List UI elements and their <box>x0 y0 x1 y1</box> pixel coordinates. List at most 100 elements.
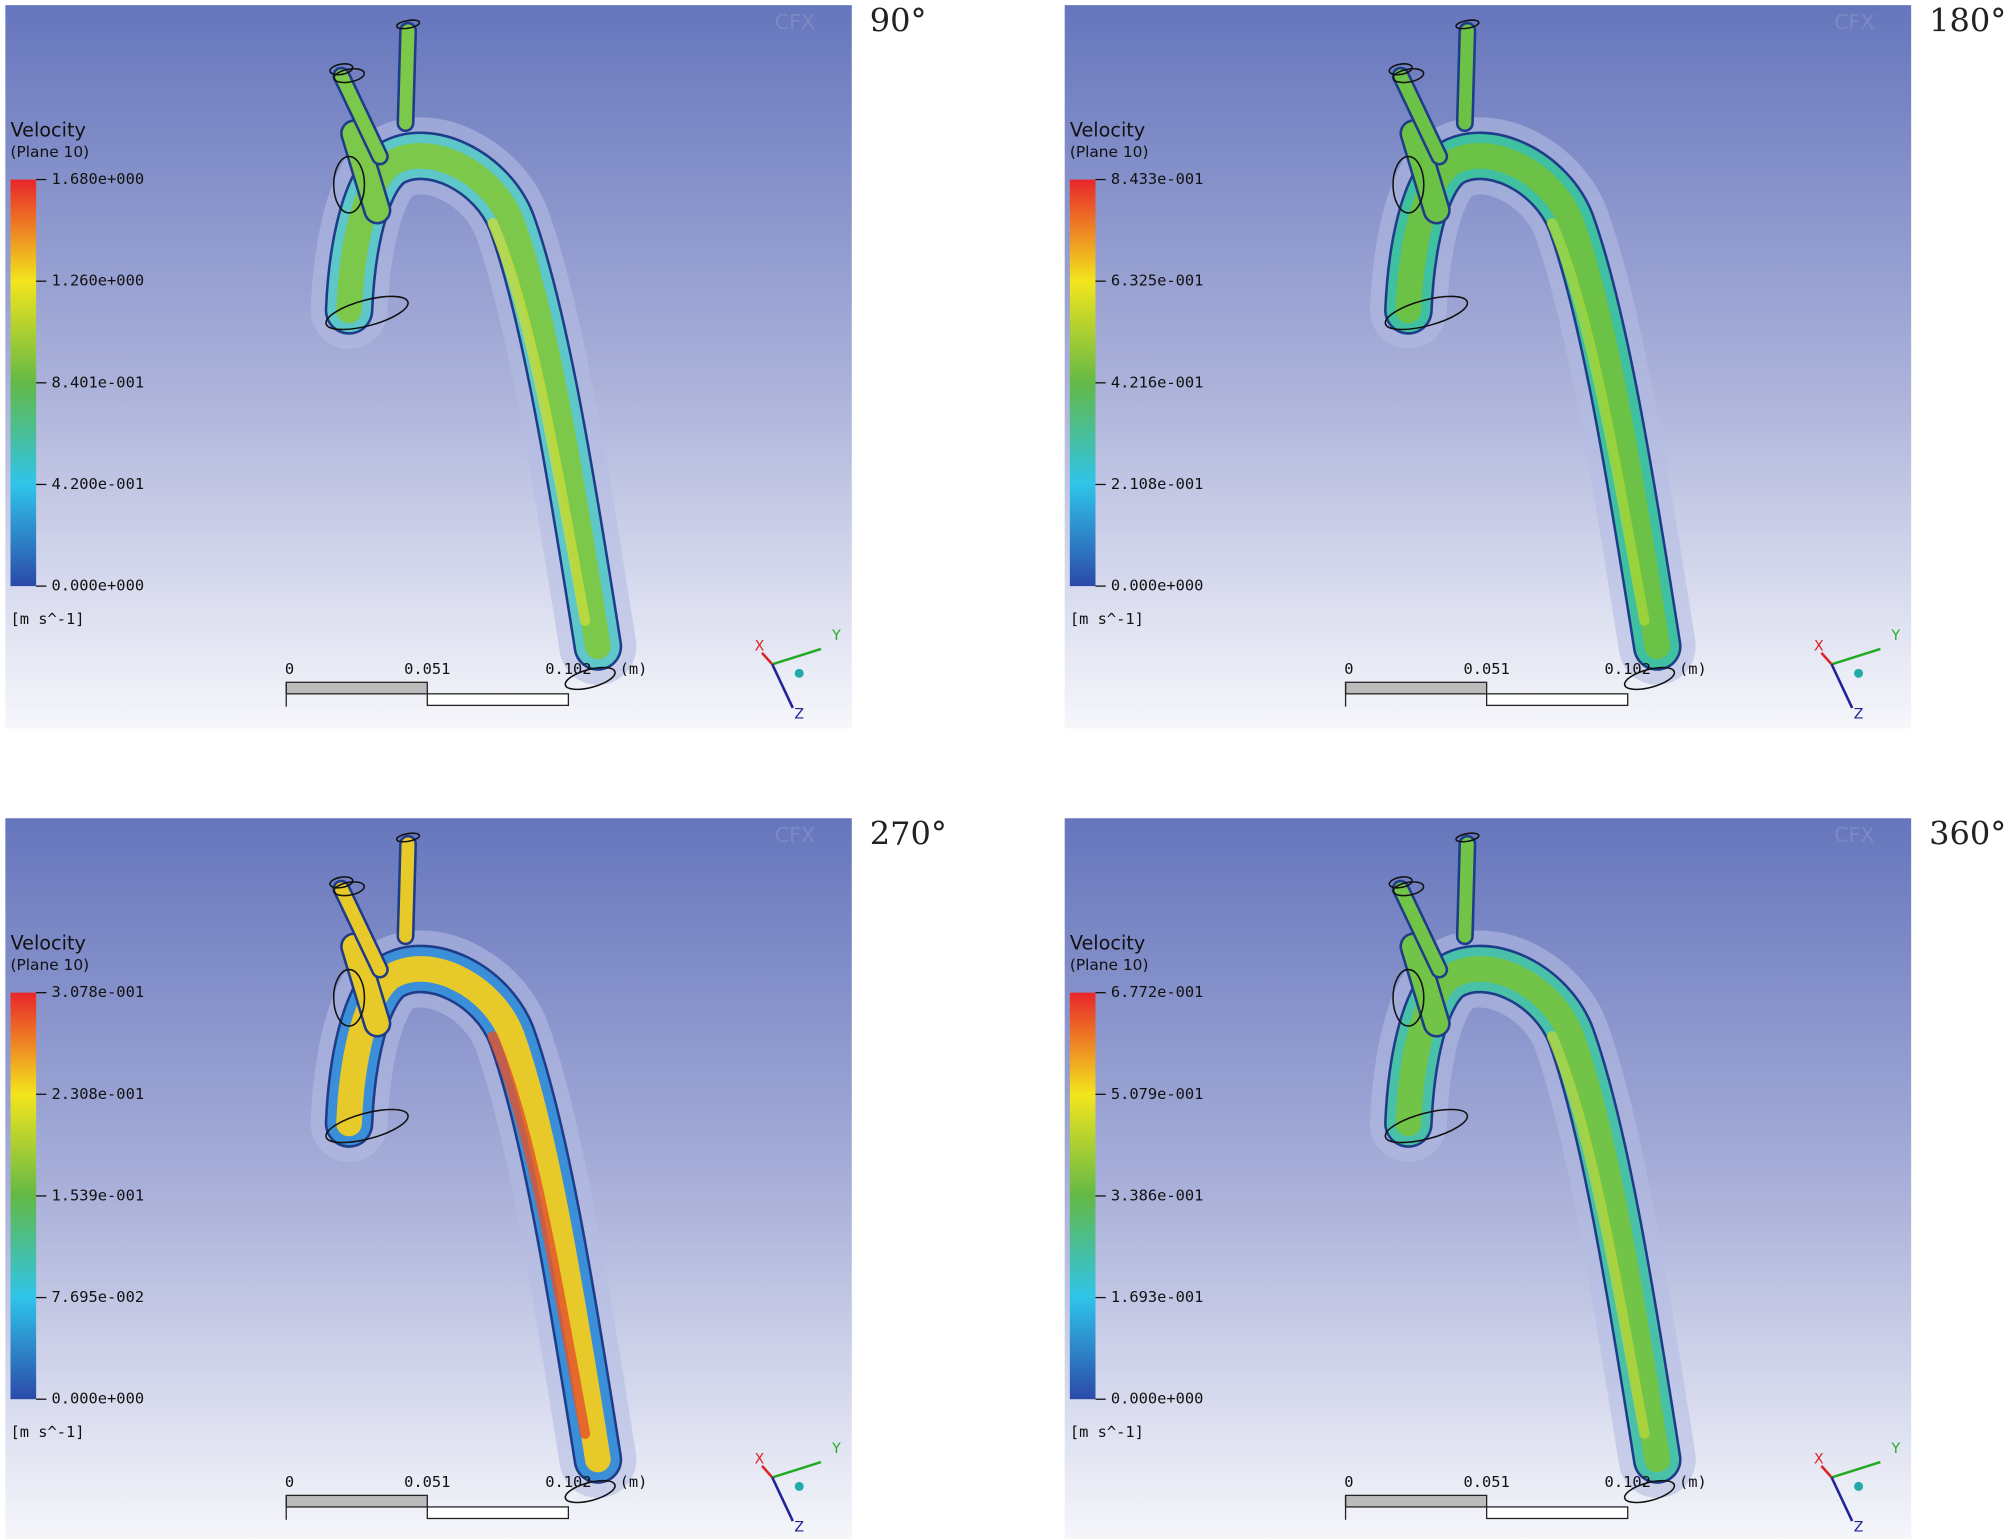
color-bar-label: 3.078e-001 <box>52 983 145 1001</box>
scale-unit: (m) <box>620 660 648 678</box>
axis-x <box>1820 1465 1833 1479</box>
boundary-ellipse <box>1388 63 1413 76</box>
branch-vessel-fill <box>342 934 389 1035</box>
scale-bar-filled <box>285 681 428 695</box>
scale-bar-filled <box>285 1494 428 1508</box>
angle-label: 90° <box>870 2 927 40</box>
scale-bar-empty <box>1486 693 1629 707</box>
scale-label: 0.051 <box>1463 660 1509 678</box>
color-bar-label: 0.000e+000 <box>52 577 145 595</box>
axis-x <box>1820 651 1833 666</box>
axis-x <box>761 651 774 666</box>
axis-label: Y <box>1890 1441 1900 1457</box>
axis-label: X <box>1814 638 1824 654</box>
color-bar <box>10 179 37 587</box>
branch-vessel-fill <box>1458 24 1474 130</box>
angle-label: 180° <box>1929 2 2005 40</box>
scale-label: 0.102 <box>1605 660 1651 678</box>
scale-unit: (m) <box>620 1473 648 1491</box>
axis-label: Y <box>1890 628 1900 644</box>
boundary-ellipse <box>564 666 616 691</box>
scale-label: 0.102 <box>545 1473 591 1491</box>
vessel-jet <box>1546 218 1650 626</box>
boundary-ellipse <box>1623 666 1676 691</box>
axis-z <box>1830 1476 1854 1522</box>
branch-vessel-fill <box>1394 882 1446 976</box>
axis-y <box>771 647 822 666</box>
color-bar-label: 1.680e+000 <box>52 170 145 188</box>
boundary-ellipse <box>1388 876 1413 889</box>
axis-label: Z <box>794 1519 804 1535</box>
angle-label: 270° <box>870 815 947 853</box>
branch-vessel-fill <box>342 121 389 222</box>
branch-vessel-fill <box>334 882 387 976</box>
boundary-ellipse <box>1384 295 1469 331</box>
color-bar-label: 7.695e-002 <box>52 1288 145 1306</box>
color-bar-label: 0.000e+000 <box>1111 1390 1204 1408</box>
axis-label: X <box>755 1451 765 1467</box>
branch-vessel-fill <box>399 24 415 130</box>
watermark: CFX <box>1834 823 1874 847</box>
scale-label: 0.051 <box>1463 1473 1509 1491</box>
legend-subtitle: (Plane 10) <box>1070 143 1149 161</box>
boundary-ellipse <box>1392 155 1425 214</box>
color-bar-label: 8.433e-001 <box>1111 170 1204 188</box>
boundary-ellipse <box>1623 1479 1676 1504</box>
boundary-ellipse <box>1455 19 1480 30</box>
watermark: CFX <box>1834 10 1874 34</box>
color-bar <box>10 992 37 1400</box>
axis-z <box>1830 663 1854 709</box>
axis-z <box>771 663 794 709</box>
panel: CFX 270° Velocity (Plane 10) 3.078e-001 2.308… <box>5 815 947 1539</box>
axis-y <box>1831 1460 1881 1479</box>
scale-bar-empty <box>426 693 570 707</box>
branch-vessel-fill <box>1401 934 1449 1035</box>
boundary-ellipse <box>329 876 354 889</box>
scale-unit: (m) <box>1679 1473 1707 1491</box>
vessel-jet <box>487 1031 591 1439</box>
boundary-ellipse <box>395 832 421 843</box>
color-bar-label: 6.772e-001 <box>1111 983 1204 1001</box>
boundary-ellipse <box>1392 968 1425 1027</box>
axis-origin <box>794 1481 804 1491</box>
axis-label: Z <box>1854 706 1864 722</box>
vessel-jet <box>1546 1031 1650 1439</box>
legend-subtitle: (Plane 10) <box>1070 956 1149 974</box>
panel: CFX 360° Velocity (Plane 10) 6.772e-001 5.079… <box>1064 815 2005 1539</box>
color-bar-label: 4.200e-001 <box>52 475 145 493</box>
color-bar-label: 2.108e-001 <box>1111 475 1204 493</box>
scale-label: 0.051 <box>404 660 450 678</box>
color-bar-label: 0.000e+000 <box>52 1390 145 1408</box>
axis-label: Y <box>831 628 841 644</box>
axis-y <box>771 1460 822 1479</box>
color-bar <box>1069 179 1096 587</box>
branch-vessel-fill <box>1458 837 1474 943</box>
boundary-ellipse <box>564 1479 616 1504</box>
watermark: CFX <box>775 823 815 847</box>
axis-origin <box>1854 668 1864 678</box>
boundary-ellipse <box>333 881 366 897</box>
vessel-jet <box>487 218 591 626</box>
legend-unit: [m s^-1] <box>1070 1423 1144 1441</box>
branch-vessel-fill <box>1394 69 1446 163</box>
scale-bar-filled <box>1344 1494 1488 1508</box>
axis-origin <box>1854 1481 1864 1491</box>
scale-bar-empty <box>426 1506 570 1520</box>
boundary-ellipse <box>332 968 366 1027</box>
boundary-ellipse <box>325 1108 409 1144</box>
color-bar-label: 2.308e-001 <box>52 1085 145 1103</box>
color-bar-label: 1.539e-001 <box>52 1186 145 1204</box>
boundary-ellipse <box>1455 832 1480 843</box>
boundary-ellipse <box>325 295 409 331</box>
scale-unit: (m) <box>1679 660 1707 678</box>
panel: CFX 90° Velocity (Plane 10) 1.680e+000 1.260e… <box>5 2 927 729</box>
boundary-ellipse <box>332 155 366 214</box>
branch-vessel-fill <box>334 69 387 163</box>
boundary-ellipse <box>329 63 354 76</box>
boundary-ellipse <box>395 19 421 30</box>
axis-label: X <box>755 638 765 654</box>
axis-label: Z <box>794 706 804 722</box>
boundary-ellipse <box>1392 881 1425 897</box>
legend-subtitle: (Plane 10) <box>10 143 89 161</box>
watermark: CFX <box>775 10 815 34</box>
